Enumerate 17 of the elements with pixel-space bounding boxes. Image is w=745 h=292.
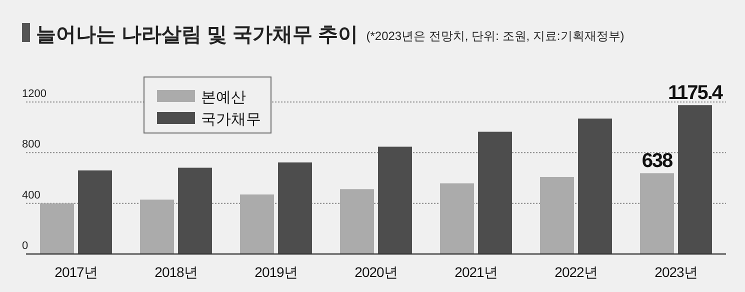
x-tick-label: 2020년 [354, 264, 398, 280]
x-tick-label: 2017년 [54, 264, 98, 280]
x-tick-label: 2023년 [654, 264, 698, 280]
data-label: 1175.4 [668, 82, 724, 104]
legend-label: 본예산 [201, 89, 246, 106]
x-tick-label: 2021년 [454, 264, 498, 280]
x-tick-label: 2022년 [554, 264, 598, 280]
legend-label: 국가채무 [201, 111, 261, 128]
y-tick-label: 800 [22, 138, 40, 151]
y-tick-label: 400 [22, 189, 40, 202]
chart-subtitle: (*2023년은 전망치, 단위: 조원, 지료:기획재정부) [366, 29, 624, 43]
x-tick-label: 2019년 [254, 264, 298, 280]
chart-title: 늘어나는 나라살림 및 국가채무 추이 [36, 24, 358, 46]
data-label: 638 [642, 150, 674, 172]
y-tick-label: 1200 [22, 88, 46, 100]
x-tick-label: 2018년 [154, 264, 198, 280]
y-tick-label: 0 [22, 240, 28, 252]
